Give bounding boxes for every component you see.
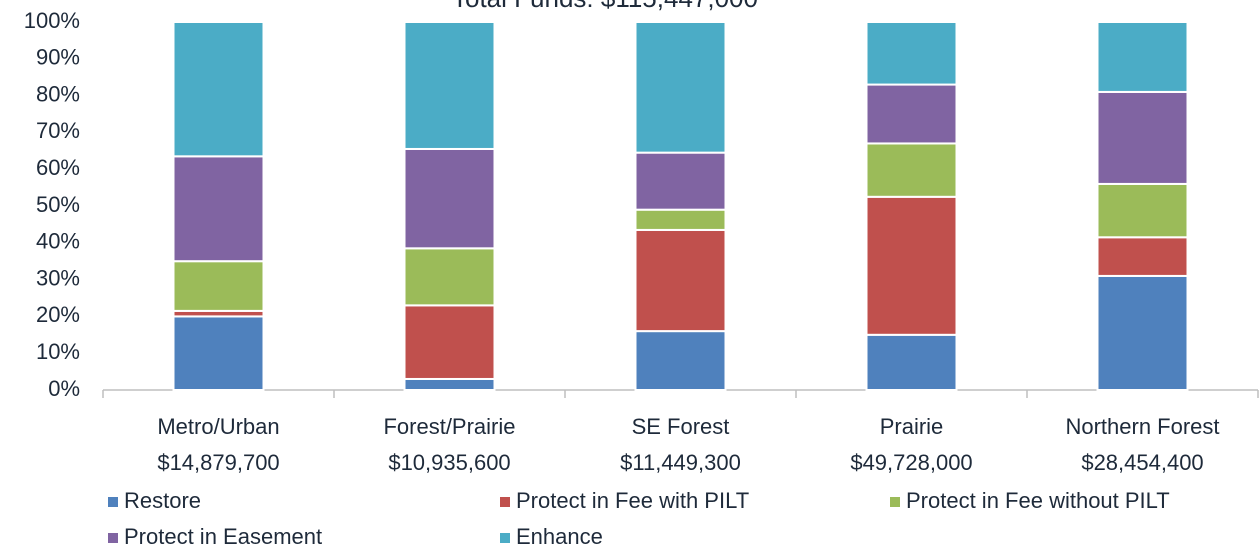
y-tick-label: 50% — [36, 192, 80, 217]
x-tick-label: Prairie — [880, 414, 944, 439]
bar-segment — [403, 147, 496, 250]
legend-swatch — [108, 533, 118, 543]
y-tick-label: 10% — [36, 339, 80, 364]
x-tick-label: Metro/Urban — [157, 414, 279, 439]
bar-segment — [1096, 90, 1189, 185]
bar-segment — [1096, 274, 1189, 392]
bar-segment — [865, 21, 958, 86]
bar-segment — [172, 21, 265, 158]
bar-segment — [403, 21, 496, 150]
y-tick-label: 80% — [36, 81, 80, 106]
bar-segment — [634, 151, 727, 211]
legend-label: Protect in Easement — [124, 524, 322, 549]
bar-segment — [634, 21, 727, 154]
bar-segment — [1096, 182, 1189, 239]
bar-segment — [403, 304, 496, 380]
legend-swatch — [890, 497, 900, 507]
bar-segment — [172, 260, 265, 312]
bar-segment — [865, 195, 958, 336]
y-tick-label: 100% — [24, 8, 80, 33]
y-tick-label: 70% — [36, 118, 80, 143]
bar-segment — [634, 208, 727, 231]
y-tick-label: 20% — [36, 302, 80, 327]
x-tick-sublabel: $14,879,700 — [157, 450, 279, 475]
bar-segment — [172, 315, 265, 391]
legend-label: Protect in Fee without PILT — [906, 488, 1170, 513]
x-tick-sublabel: $11,449,300 — [620, 450, 741, 475]
legend-swatch — [108, 497, 118, 507]
bar-segment — [865, 333, 958, 391]
legend-label: Enhance — [516, 524, 603, 549]
x-tick-sublabel: $10,935,600 — [388, 450, 510, 475]
x-tick-sublabel: $49,728,000 — [850, 450, 972, 475]
legend-label: Restore — [124, 488, 201, 513]
bar-segment — [865, 142, 958, 198]
chart-title: Total Funds: $115,447,000 — [452, 0, 758, 13]
legend-label: Protect in Fee with PILT — [516, 488, 749, 513]
x-tick-label: Northern Forest — [1065, 414, 1219, 439]
y-tick-label: 90% — [36, 45, 80, 70]
x-tick-label: SE Forest — [632, 414, 730, 439]
x-tick-sublabel: $28,454,400 — [1081, 450, 1203, 475]
bar-segment — [403, 247, 496, 307]
y-tick-label: 60% — [36, 155, 80, 180]
bar-segment — [1096, 21, 1189, 93]
bar-segment — [172, 155, 265, 263]
bar-segment — [1096, 236, 1189, 277]
bar-segment — [403, 377, 496, 391]
bar-segment — [634, 228, 727, 333]
y-tick-label: 40% — [36, 229, 80, 254]
y-tick-label: 0% — [48, 376, 80, 401]
bar-segment — [634, 330, 727, 391]
bar-segment — [865, 83, 958, 145]
x-tick-label: Forest/Prairie — [383, 414, 515, 439]
legend-swatch — [500, 533, 510, 543]
y-tick-label: 30% — [36, 265, 80, 290]
legend-swatch — [500, 497, 510, 507]
